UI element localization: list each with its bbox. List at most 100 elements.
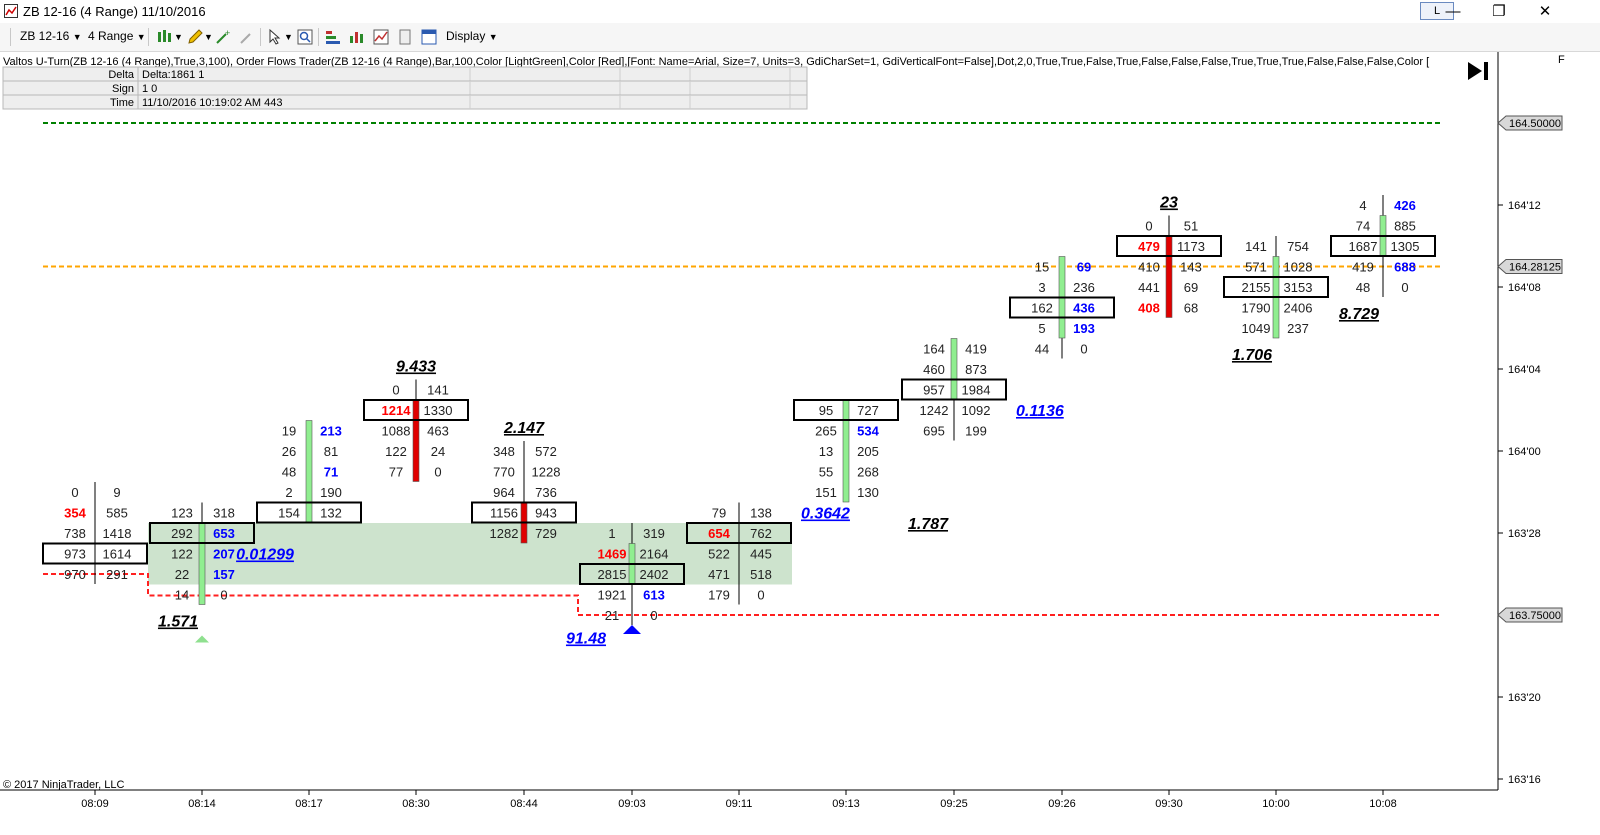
footprint-bar: 19 213 26 81 48 71 2 190 154 132 0.01299 bbox=[236, 420, 362, 564]
ask-volume: 9 bbox=[113, 485, 120, 500]
bid-volume: 0 bbox=[1145, 219, 1152, 234]
time-tick-label: 09:30 bbox=[1155, 798, 1183, 810]
ask-volume: 291 bbox=[106, 567, 128, 582]
up-candle-body bbox=[950, 338, 958, 400]
bar-ratio-label: 1.706 bbox=[1232, 347, 1272, 364]
time-tick-label: 08:17 bbox=[295, 798, 323, 810]
poc-box bbox=[579, 563, 685, 585]
time-tick-label: 09:13 bbox=[832, 798, 860, 810]
bar-ratio-label: 0.1136 bbox=[1016, 403, 1064, 420]
ask-volume: 0 bbox=[757, 588, 764, 603]
up-arrow-icon bbox=[195, 635, 209, 643]
pointer-icon[interactable] bbox=[266, 28, 284, 46]
bid-volume: 0 bbox=[392, 383, 399, 398]
bid-volume: 21 bbox=[605, 608, 619, 623]
properties-icon[interactable] bbox=[420, 28, 438, 46]
link-button[interactable]: L bbox=[1420, 2, 1454, 20]
price-axis: 164'12164'08164'04164'00163'28163'24163'… bbox=[1497, 52, 1563, 790]
maximize-button[interactable]: ❐ bbox=[1492, 3, 1506, 20]
bid-volume: 410 bbox=[1138, 260, 1160, 275]
ninjatrader-app-icon bbox=[4, 4, 18, 18]
price-level-lines bbox=[43, 122, 1440, 616]
ask-volume: 754 bbox=[1287, 239, 1309, 254]
magic-wand-icon[interactable]: + bbox=[214, 28, 232, 46]
zoom-icon[interactable] bbox=[296, 28, 314, 46]
ask-volume: 0 bbox=[1401, 280, 1408, 295]
bar-style-icon[interactable] bbox=[156, 28, 174, 46]
ask-volume: 157 bbox=[213, 567, 235, 582]
bid-volume: 122 bbox=[171, 547, 193, 562]
middle-level-label: 164.28125 bbox=[1509, 262, 1561, 274]
toolbar-separator bbox=[148, 28, 149, 46]
bid-volume: 1049 bbox=[1242, 321, 1271, 336]
time-tick-label: 10:00 bbox=[1262, 798, 1290, 810]
title-bar: ZB 12-16 (4 Range) 11/10/2016 L — ❐ ✕ bbox=[0, 0, 1600, 23]
chart-header: Valtos U-Turn(ZB 12-16 (4 Range),True,3,… bbox=[2, 54, 1565, 110]
bid-volume: 522 bbox=[708, 547, 730, 562]
strategies-icon[interactable] bbox=[372, 28, 390, 46]
bid-volume: 19 bbox=[282, 424, 296, 439]
bid-volume: 26 bbox=[282, 444, 296, 459]
poc-box bbox=[901, 378, 1007, 401]
data-series-icon[interactable] bbox=[324, 28, 342, 46]
footprint-bar: 164 419 460 873 957 1984 1242 1092 695 199 0.1136 bbox=[901, 338, 1064, 441]
bar-ratio-label: 1.571 bbox=[158, 614, 198, 631]
indicators-icon[interactable] bbox=[348, 28, 366, 46]
bid-volume: 48 bbox=[1356, 280, 1370, 295]
instrument-selector[interactable]: ZB 12-16 ▼ bbox=[20, 29, 82, 43]
info-table-value: 1 0 bbox=[142, 83, 157, 95]
minimize-button[interactable]: — bbox=[1445, 3, 1461, 20]
ask-volume: 445 bbox=[750, 547, 772, 562]
chevron-down-icon[interactable]: ▼ bbox=[174, 32, 183, 42]
footprint-bar: 95 727 265 534 13 205 55 268 151 130 1.787 bbox=[793, 399, 949, 533]
ask-volume: 205 bbox=[857, 444, 879, 459]
time-tick-label: 08:30 bbox=[402, 798, 430, 810]
bar-ratio-label: 0.01299 bbox=[236, 547, 294, 564]
bid-volume: 95 bbox=[819, 403, 833, 418]
bid-volume: 292 bbox=[171, 526, 193, 541]
up-arrow-icon bbox=[623, 625, 641, 634]
ask-volume: 518 bbox=[750, 567, 772, 582]
info-table-label: Time bbox=[110, 97, 134, 109]
templates-icon[interactable] bbox=[396, 28, 414, 46]
window-title: ZB 12-16 (4 Range) 11/10/2016 bbox=[23, 4, 206, 19]
footprint-bar: 0 51 479 1173 410 143 441 69 408 68 23 bbox=[1116, 195, 1222, 318]
eraser-icon[interactable] bbox=[238, 28, 256, 46]
display-menu[interactable]: Display ▼ bbox=[446, 29, 498, 43]
poc-box bbox=[1116, 235, 1222, 257]
ask-volume: 1173 bbox=[1177, 239, 1205, 254]
ask-volume: 463 bbox=[427, 424, 449, 439]
indicator-label: Valtos U-Turn(ZB 12-16 (4 Range),True,3,… bbox=[3, 56, 1429, 68]
info-table-row bbox=[2, 94, 808, 110]
bid-volume: 0 bbox=[71, 485, 78, 500]
time-tick-label: 08:14 bbox=[188, 798, 216, 810]
bid-volume: 1088 bbox=[382, 424, 411, 439]
poc-box bbox=[256, 501, 362, 524]
chevron-down-icon[interactable]: ▼ bbox=[284, 32, 293, 42]
close-button[interactable]: ✕ bbox=[1538, 3, 1552, 20]
bid-volume: 738 bbox=[64, 526, 86, 541]
ask-volume: 1418 bbox=[103, 526, 132, 541]
bid-volume: 479 bbox=[1138, 239, 1160, 254]
chevron-down-icon: ▼ bbox=[488, 32, 498, 42]
bid-volume: 44 bbox=[1035, 342, 1049, 357]
bid-volume: 179 bbox=[708, 588, 730, 603]
display-menu-label: Display bbox=[446, 29, 486, 43]
bid-volume: 4 bbox=[1359, 198, 1366, 213]
bid-volume: 471 bbox=[708, 567, 730, 582]
ask-volume: 1984 bbox=[962, 383, 991, 398]
info-table-label: Delta bbox=[108, 69, 135, 81]
poc-box bbox=[471, 501, 577, 524]
pencil-draw-icon[interactable] bbox=[186, 28, 204, 46]
up-candle-body bbox=[198, 522, 206, 605]
ask-volume: 426 bbox=[1394, 198, 1416, 213]
zone-band bbox=[148, 523, 578, 585]
interval-selector[interactable]: 4 Range ▼ bbox=[88, 29, 146, 43]
bid-volume: 79 bbox=[712, 506, 726, 521]
time-tick-label: 09:26 bbox=[1048, 798, 1076, 810]
chevron-down-icon[interactable]: ▼ bbox=[204, 32, 213, 42]
chart-toolbar: ZB 12-16 ▼ 4 Range ▼ ▼ ▼ + ▼ Display ▼ bbox=[0, 23, 1600, 52]
time-tick-label: 09:11 bbox=[726, 798, 753, 810]
bid-volume: 151 bbox=[815, 485, 837, 500]
